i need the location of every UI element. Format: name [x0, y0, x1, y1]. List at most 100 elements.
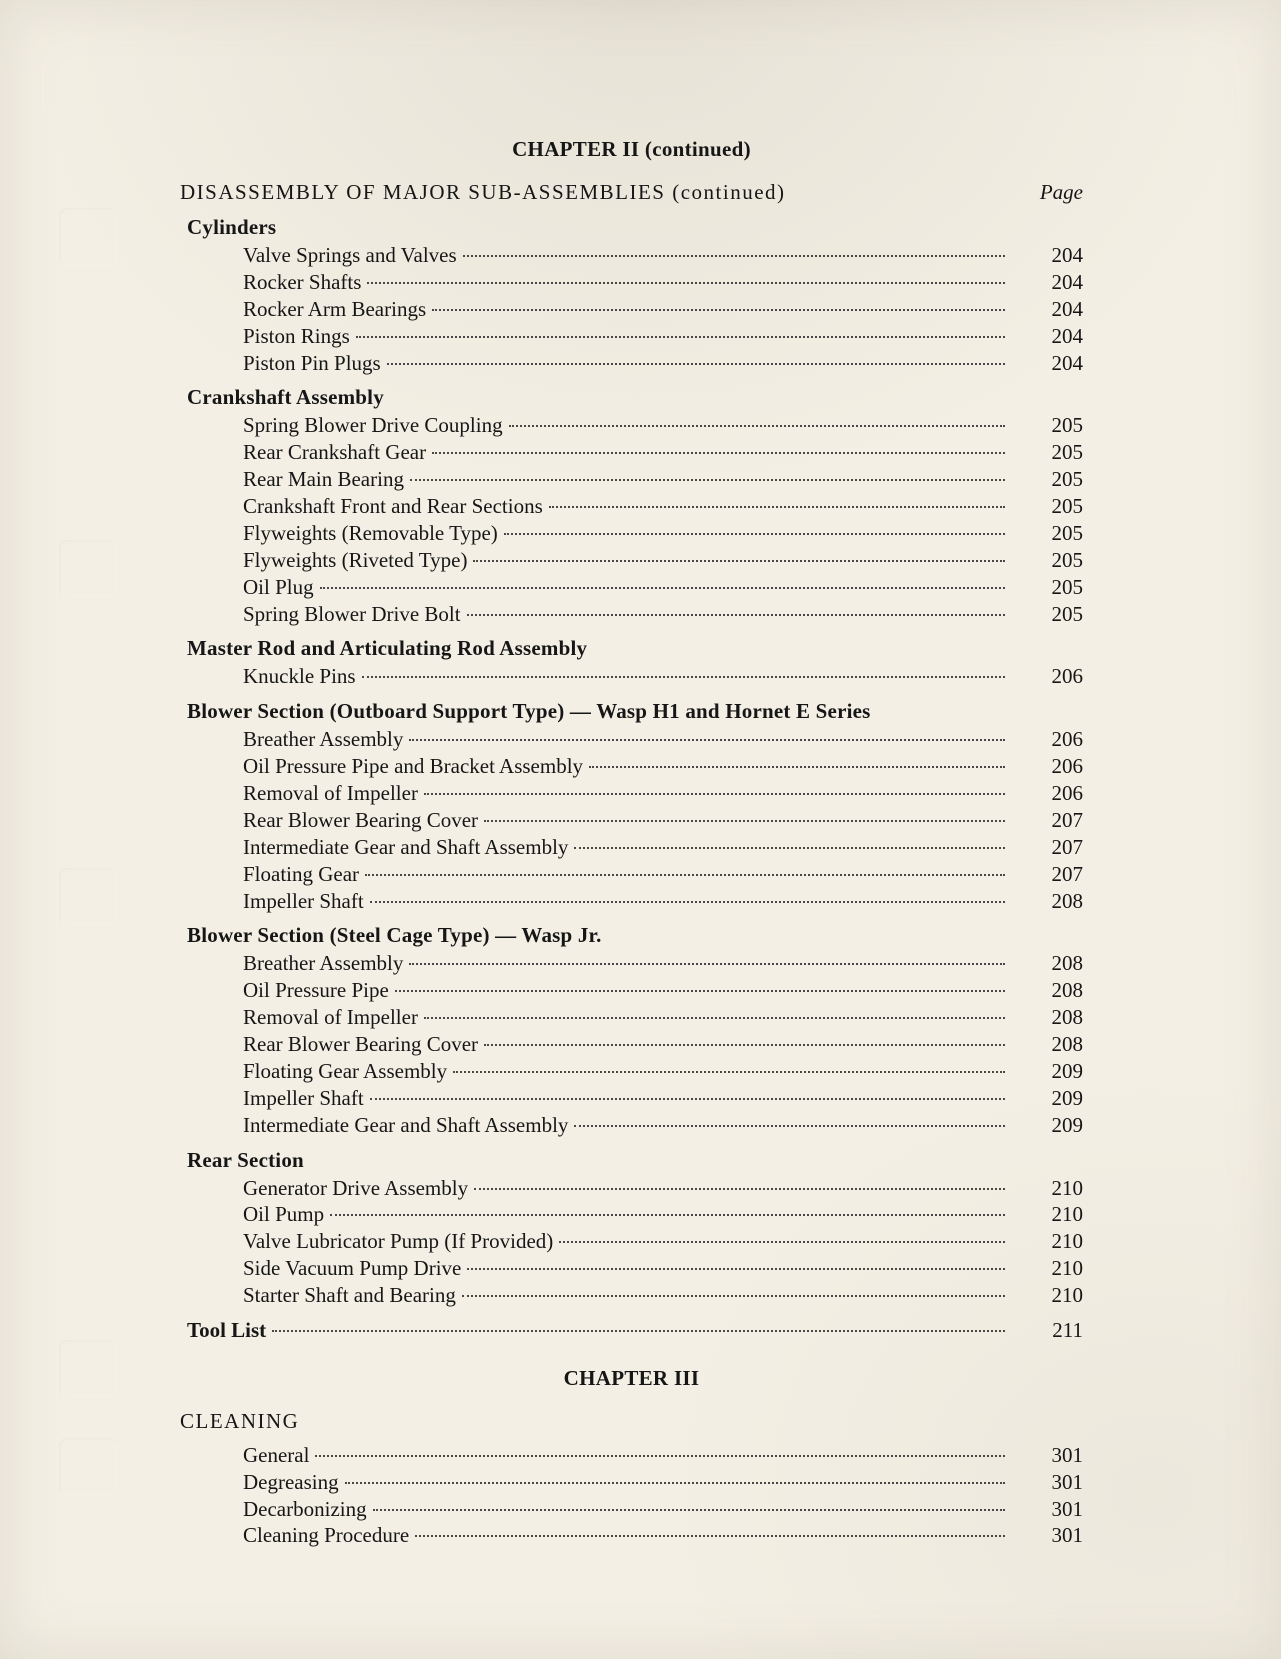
spacer — [180, 1309, 1083, 1317]
toc-entry: Starter Shaft and Bearing 210 — [243, 1282, 1083, 1309]
toc-entry-page: 209 — [1011, 1058, 1083, 1085]
toc-entry: Impeller Shaft208 — [243, 888, 1083, 915]
toc-entry: Valve Springs and Valves204 — [243, 242, 1083, 269]
toc-entry-label: Floating Gear Assembly — [243, 1058, 447, 1085]
toc-entry-label: Oil Pressure Pipe — [243, 977, 389, 1004]
toc-entry: Breather Assembly 208 — [243, 950, 1083, 977]
toc-entry-page: 207 — [1011, 807, 1083, 834]
toc-entry-label: Piston Rings — [243, 323, 350, 350]
punch-mark — [59, 540, 117, 598]
toc-entry-label: Removal of Impeller — [243, 780, 418, 807]
toc-entry-page: 206 — [1011, 780, 1083, 807]
toc-entry-label: Rear Main Bearing — [243, 466, 404, 493]
toc-entry: Removal of Impeller 208 — [243, 1004, 1083, 1031]
toc-entry-page: 208 — [1011, 1004, 1083, 1031]
toc-entry: Rocker Arm Bearings 204 — [243, 296, 1083, 323]
toc-entry-label: Rocker Shafts — [243, 269, 361, 296]
toc-entry-label: Rear Crankshaft Gear — [243, 439, 426, 466]
toc-entry-page: 301 — [1011, 1496, 1083, 1523]
toc-entry: Rear Blower Bearing Cover 208 — [243, 1031, 1083, 1058]
dot-leader — [409, 963, 1005, 965]
toc-entry: Valve Lubricator Pump (If Provided)210 — [243, 1228, 1083, 1255]
dot-leader — [463, 255, 1005, 257]
punch-mark — [59, 868, 117, 926]
section-header-line: DISASSEMBLY OF MAJOR SUB-ASSEMBLIES (con… — [180, 180, 1083, 205]
toc-entry-label: Removal of Impeller — [243, 1004, 418, 1031]
toc-entry-page: 205 — [1011, 466, 1083, 493]
toc-entry-page: 209 — [1011, 1085, 1083, 1112]
toc-entry-page: 204 — [1011, 350, 1083, 377]
dot-leader — [320, 587, 1005, 589]
dot-leader — [453, 1071, 1005, 1073]
dot-leader — [373, 1509, 1005, 1511]
toc-entry-label: Side Vacuum Pump Drive — [243, 1255, 461, 1282]
toc-entry: Rocker Shafts 204 — [243, 269, 1083, 296]
toc-entry: Breather Assembly206 — [243, 726, 1083, 753]
punch-mark — [59, 1438, 117, 1496]
toc-entry: Piston Pin Plugs 204 — [243, 350, 1083, 377]
punch-mark — [59, 208, 117, 266]
toc-entry-label: Starter Shaft and Bearing — [243, 1282, 456, 1309]
dot-leader — [356, 336, 1005, 338]
toc-entry-page: 208 — [1011, 950, 1083, 977]
toc-subheading: Rear Section — [187, 1148, 1083, 1173]
toc-entry: Oil Pump 210 — [243, 1201, 1083, 1228]
dot-leader — [424, 793, 1005, 795]
chapter-heading: CHAPTER II (continued) — [180, 137, 1083, 162]
toc-entry-page: 301 — [1011, 1442, 1083, 1469]
toc-entry-label: Impeller Shaft — [243, 888, 364, 915]
toc-entry-label: Flyweights (Removable Type) — [243, 520, 498, 547]
dot-leader — [395, 990, 1005, 992]
dot-leader — [504, 533, 1005, 535]
dot-leader — [462, 1295, 1005, 1297]
dot-leader — [589, 766, 1005, 768]
toc-entry-label: Spring Blower Drive Coupling — [243, 412, 503, 439]
toc-entry-label: Breather Assembly — [243, 950, 403, 977]
toc-entry-page: 209 — [1011, 1112, 1083, 1139]
toc-entry: Generator Drive Assembly210 — [243, 1175, 1083, 1202]
dot-leader — [432, 452, 1005, 454]
toc-entry-label: Rocker Arm Bearings — [243, 296, 426, 323]
toc-entry-label: Oil Pressure Pipe and Bracket Assembly — [243, 753, 583, 780]
toc-entry-page: 204 — [1011, 296, 1083, 323]
toc-groups: CylindersValve Springs and Valves204Rock… — [180, 215, 1083, 1309]
dot-leader — [410, 479, 1005, 481]
dot-leader — [549, 506, 1005, 508]
toc-entry: Rear Main Bearing 205 — [243, 466, 1083, 493]
dot-leader — [409, 739, 1005, 741]
dot-leader — [474, 1188, 1005, 1190]
toc-entry-page: 301 — [1011, 1469, 1083, 1496]
toc-entry-page: 211 — [1011, 1317, 1083, 1344]
toc-subheading: Crankshaft Assembly — [187, 385, 1083, 410]
page-column-label: Page — [1040, 180, 1083, 205]
toc-entry-page: 205 — [1011, 520, 1083, 547]
toc-entry-page: 204 — [1011, 323, 1083, 350]
toc-entry: Decarbonizing301 — [243, 1496, 1083, 1523]
toc-entry-page: 210 — [1011, 1282, 1083, 1309]
toc-entry-page: 204 — [1011, 269, 1083, 296]
toc-entry-page: 205 — [1011, 439, 1083, 466]
toc-entry-label: Intermediate Gear and Shaft Assembly — [243, 834, 568, 861]
toc-entry-page: 204 — [1011, 242, 1083, 269]
toc-entry-label: Rear Blower Bearing Cover — [243, 1031, 478, 1058]
dot-leader — [370, 1098, 1005, 1100]
toc-entry: Removal of Impeller 206 — [243, 780, 1083, 807]
toc-entry-label: Piston Pin Plugs — [243, 350, 381, 377]
toc-entry-page: 301 — [1011, 1522, 1083, 1549]
toc-entry: Oil Pressure Pipe208 — [243, 977, 1083, 1004]
dot-leader — [362, 676, 1005, 678]
toc-subheading: Cylinders — [187, 215, 1083, 240]
toc-entry-page: 210 — [1011, 1255, 1083, 1282]
dot-leader — [432, 309, 1005, 311]
toc-entry-page: 210 — [1011, 1175, 1083, 1202]
toc-entry-page: 210 — [1011, 1201, 1083, 1228]
toc-entry-label: Crankshaft Front and Rear Sections — [243, 493, 543, 520]
toc-entry-label: Oil Pump — [243, 1201, 324, 1228]
document-page: CHAPTER II (continued) DISASSEMBLY OF MA… — [0, 0, 1281, 1659]
toc-entry-page: 208 — [1011, 1031, 1083, 1058]
toc-entry: Intermediate Gear and Shaft Assembly207 — [243, 834, 1083, 861]
toc-subheading: Master Rod and Articulating Rod Assembly — [187, 636, 1083, 661]
toc-entry-page: 210 — [1011, 1228, 1083, 1255]
dot-leader — [415, 1535, 1005, 1537]
dot-leader — [467, 1268, 1005, 1270]
